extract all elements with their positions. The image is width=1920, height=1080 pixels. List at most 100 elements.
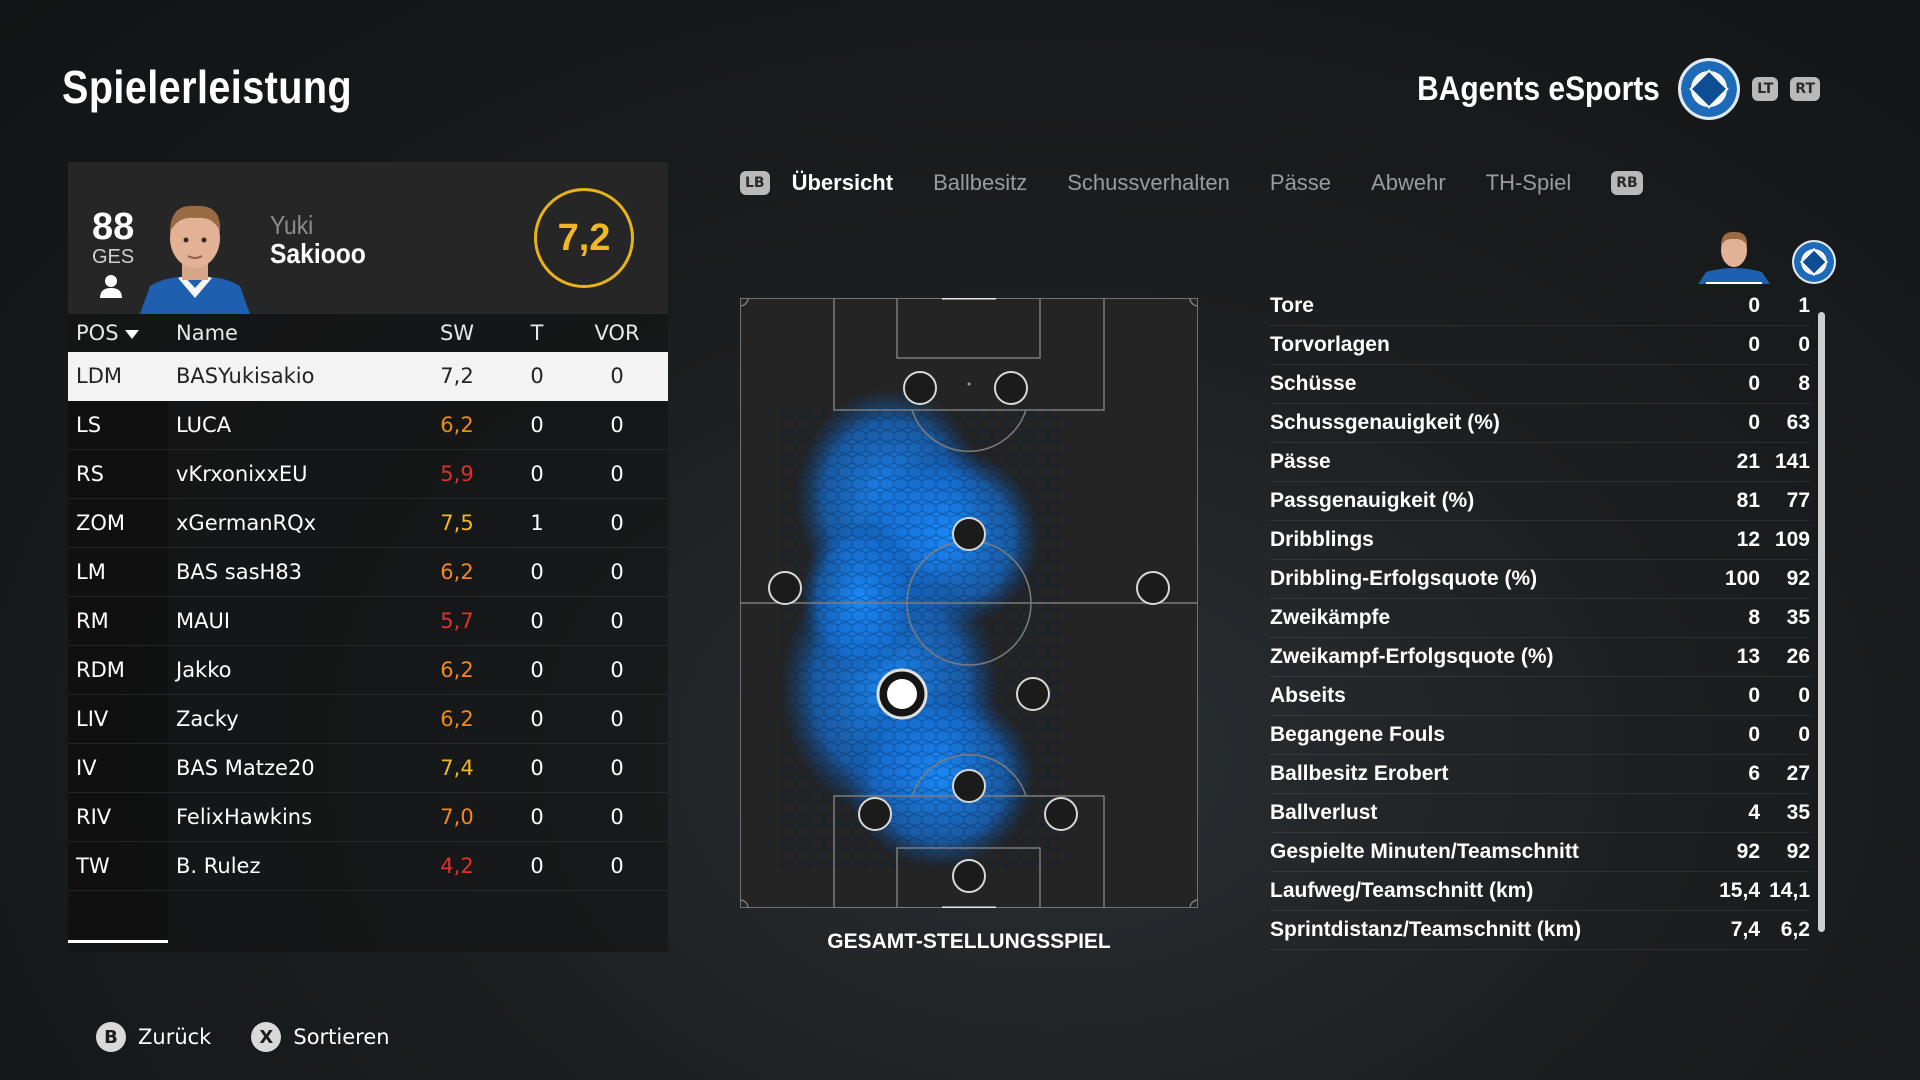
- position-marker: [1044, 797, 1078, 831]
- row-assists: 0: [610, 805, 624, 829]
- stat-team-value: 26: [1786, 645, 1810, 668]
- stat-team-value: 0: [1798, 684, 1810, 707]
- table-row[interactable]: LIV Zacky 6,2 0 0: [68, 695, 668, 744]
- stats-table: Tore 0 1 Torvorlagen 0 0 Schüsse 0 8 Schussgen…: [1270, 287, 1810, 950]
- position-marker: [1016, 677, 1050, 711]
- row-rating: 7,0: [440, 805, 474, 829]
- stats-tabs: LB Übersicht Ballbesitz Schussverhalten …: [740, 170, 1643, 196]
- stat-label: Schussgenauigkeit (%): [1270, 411, 1500, 434]
- row-goals: 0: [530, 413, 544, 437]
- table-row[interactable]: IV BAS Matze20 7,4 0 0: [68, 744, 668, 793]
- table-row[interactable]: LM BAS sasH83 6,2 0 0: [68, 548, 668, 597]
- tab-schussverhalten[interactable]: Schussverhalten: [1067, 170, 1230, 195]
- stat-row: Pässe 21 141: [1270, 443, 1810, 482]
- lt-button[interactable]: LT: [1752, 77, 1779, 101]
- stat-player-value: 0: [1748, 372, 1760, 395]
- table-row[interactable]: LS LUCA 6,2 0 0: [68, 401, 668, 450]
- x-button-icon[interactable]: X: [251, 1022, 282, 1052]
- row-goals: 0: [530, 658, 544, 682]
- player-list-panel: 88 GES Yuki Sakiooo 7,2 POS Name SW T VO…: [68, 162, 668, 952]
- pos-header-label: POS: [76, 321, 119, 345]
- sort-pos-header[interactable]: POS: [68, 321, 168, 345]
- person-icon: [100, 275, 122, 298]
- row-rating: 5,7: [440, 609, 474, 633]
- stat-label: Zweikampf-Erfolgsquote (%): [1270, 645, 1554, 668]
- player-overall: 88: [92, 206, 135, 248]
- stat-team-value: 6,2: [1780, 918, 1810, 941]
- tab-ballbesitz[interactable]: Ballbesitz: [933, 170, 1028, 195]
- stat-label: Sprintdistanz/Teamschnitt (km): [1270, 918, 1582, 941]
- position-marker: [952, 769, 986, 803]
- page-title: Spielerleistung: [62, 61, 353, 113]
- stat-team-value: 8: [1798, 372, 1810, 395]
- row-pos: LDM: [68, 352, 168, 400]
- tab-abwehr[interactable]: Abwehr: [1371, 170, 1446, 195]
- row-name: vKrxonixxEU: [176, 462, 308, 486]
- stat-player-value: 0: [1748, 684, 1760, 707]
- stat-team-value: 77: [1786, 489, 1810, 512]
- team-name: BAgents eSports: [1417, 69, 1661, 108]
- row-pos: IV: [68, 744, 168, 792]
- row-assists: 0: [610, 707, 624, 731]
- stats-scrollbar[interactable]: [1818, 312, 1825, 932]
- stat-team-value: 35: [1786, 606, 1810, 629]
- table-row[interactable]: TW B. Rulez 4,2 0 0: [68, 842, 668, 891]
- stat-player-value: 81: [1736, 489, 1760, 512]
- back-label[interactable]: Zurück: [138, 1025, 212, 1049]
- row-assists: 0: [610, 511, 624, 535]
- row-rating: 6,2: [440, 658, 474, 682]
- stat-label: Schüsse: [1270, 372, 1357, 395]
- table-row[interactable]: RIV FelixHawkins 7,0 0 0: [68, 793, 668, 842]
- stat-row: Torvorlagen 0 0: [1270, 326, 1810, 365]
- table-row[interactable]: RM MAUI 5,7 0 0: [68, 597, 668, 646]
- position-marker: [768, 571, 802, 605]
- player-overall-label: GES: [92, 246, 135, 268]
- row-assists: 0: [610, 658, 624, 682]
- stat-row: Tore 0 1: [1270, 287, 1810, 326]
- position-marker: [1136, 571, 1170, 605]
- stat-team-value: 92: [1786, 567, 1810, 590]
- stat-player-value: 6: [1748, 762, 1760, 785]
- row-goals: 0: [530, 560, 544, 584]
- row-goals: 1: [530, 511, 544, 535]
- tab-th-spiel[interactable]: TH-Spiel: [1485, 170, 1572, 195]
- pitch-caption: GESAMT-STELLUNGSSPIEL: [827, 930, 1111, 953]
- vor-header[interactable]: VOR: [594, 321, 640, 345]
- table-row[interactable]: LDM BASYukisakio 7,2 0 0: [68, 352, 668, 401]
- player-portrait: [140, 205, 250, 314]
- tab-paesse[interactable]: Pässe: [1269, 170, 1332, 195]
- row-assists: 0: [610, 756, 624, 780]
- team-header: BAgents eSports LT RT: [1384, 58, 1820, 120]
- stat-row: Gespielte Minuten/Teamschnitt 92 92: [1270, 833, 1810, 872]
- stat-label: Laufweg/Teamschnitt (km): [1270, 879, 1534, 902]
- team-crest-small-icon: [1792, 240, 1836, 284]
- pitch-heatmap: [740, 298, 1198, 908]
- row-name: LUCA: [176, 413, 232, 437]
- rt-button[interactable]: RT: [1790, 77, 1820, 101]
- stat-team-value: 92: [1786, 840, 1810, 863]
- position-marker: [903, 371, 937, 405]
- lb-button[interactable]: LB: [740, 171, 770, 195]
- row-name: B. Rulez: [176, 854, 261, 878]
- table-row[interactable]: RDM Jakko 6,2 0 0: [68, 646, 668, 695]
- b-button-icon[interactable]: B: [96, 1022, 126, 1052]
- sort-label[interactable]: Sortieren: [293, 1025, 390, 1049]
- stat-label: Gespielte Minuten/Teamschnitt: [1270, 840, 1579, 863]
- row-assists: 0: [610, 413, 624, 437]
- table-row[interactable]: ZOM xGermanRQx 7,5 1 0: [68, 499, 668, 548]
- t-header[interactable]: T: [530, 321, 544, 345]
- footer-controls: B Zurück X Sortieren: [96, 1022, 414, 1052]
- row-name: xGermanRQx: [176, 511, 317, 535]
- row-goals: 0: [530, 805, 544, 829]
- sw-header[interactable]: SW: [439, 321, 475, 345]
- player-first-name: Yuki: [270, 210, 314, 240]
- row-name: MAUI: [176, 609, 231, 633]
- stat-row: Zweikämpfe 8 35: [1270, 599, 1810, 638]
- player-positions: [768, 371, 1170, 893]
- stat-team-value: 0: [1798, 333, 1810, 356]
- table-row[interactable]: RS vKrxonixxEU 5,9 0 0: [68, 450, 668, 499]
- name-header[interactable]: Name: [176, 321, 238, 345]
- tab-uebersicht[interactable]: Übersicht: [791, 170, 894, 195]
- stat-team-value: 14,1: [1769, 879, 1810, 902]
- rb-button[interactable]: RB: [1611, 171, 1643, 195]
